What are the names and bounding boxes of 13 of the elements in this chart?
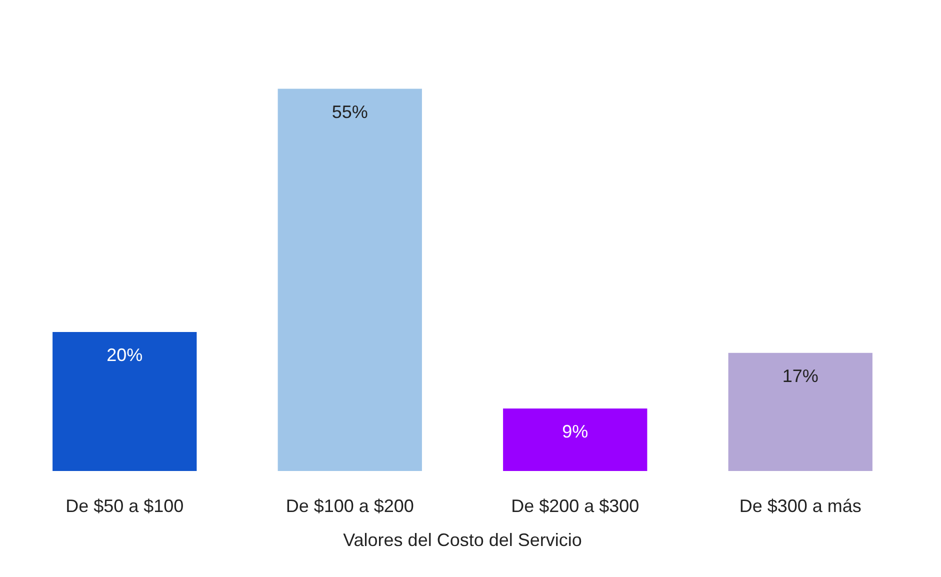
x-tick-label: De $300 a más: [739, 496, 862, 516]
x-axis-title: Valores del Costo del Servicio: [343, 530, 582, 550]
data-label: 20%: [106, 345, 143, 365]
bar: [278, 88, 422, 471]
bar: [728, 352, 872, 471]
bar: [503, 408, 648, 471]
x-tick-label: De $200 a $300: [511, 496, 640, 516]
x-tick-label: De $100 a $200: [286, 496, 414, 516]
data-label: 17%: [782, 366, 818, 386]
data-label: 9%: [562, 421, 588, 442]
bar: [52, 332, 197, 471]
data-label: 55%: [332, 102, 368, 122]
x-tick-label: De $50 a $100: [66, 496, 184, 516]
